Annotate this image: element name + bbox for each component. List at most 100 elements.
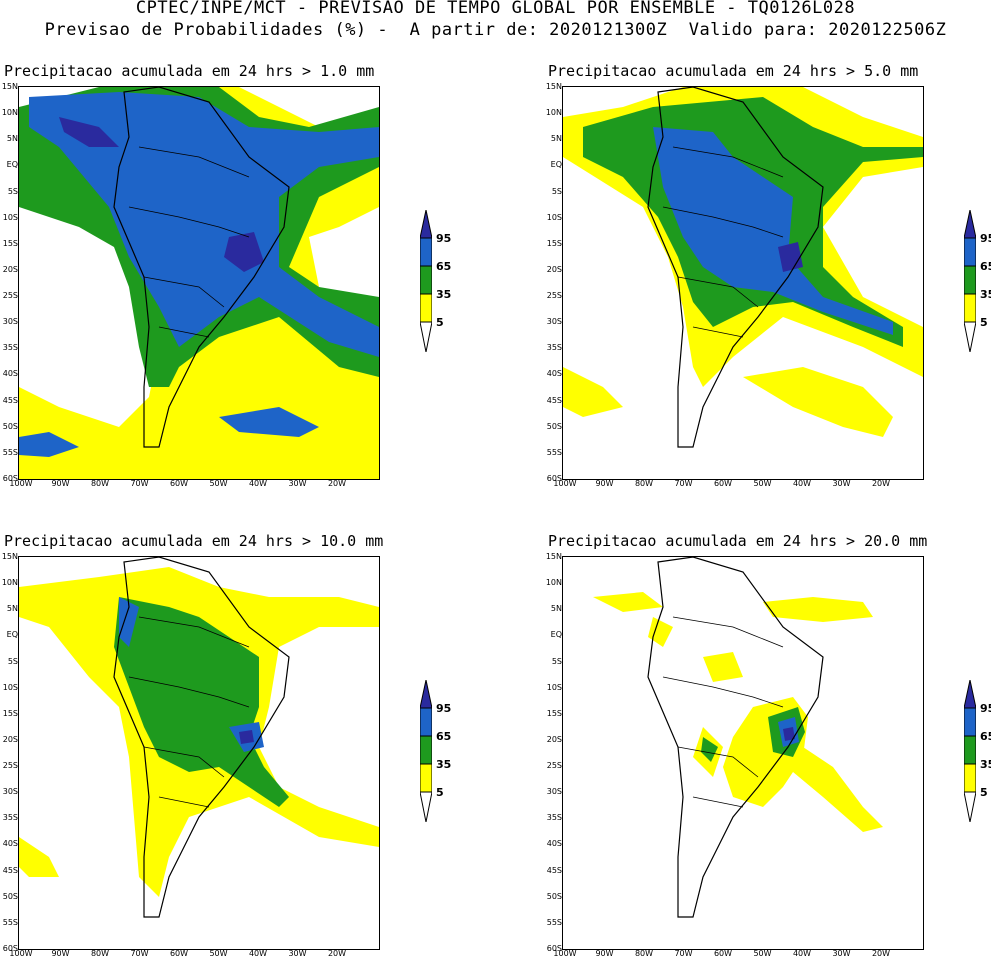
- lon-tick-label: 60W: [713, 479, 733, 488]
- colorbar-label-35: 35: [980, 288, 991, 301]
- colorbar-label-95: 95: [436, 232, 452, 245]
- colorbar-shape: [964, 210, 976, 352]
- lat-tick-label: 50S: [2, 421, 18, 431]
- panel-title-2: Precipitacao acumulada em 24 hrs > 5.0 m…: [548, 62, 919, 80]
- colorbar-label-35: 35: [980, 758, 991, 771]
- lat-tick-label: 40S: [546, 369, 562, 379]
- lon-tick-label: 20W: [871, 949, 891, 958]
- continent-outline: [647, 557, 824, 918]
- country-borders: [662, 616, 784, 808]
- lon-tick-label: 70W: [674, 479, 693, 488]
- lat-tick-label: 10S: [546, 212, 562, 222]
- lat-tick-label: 10N: [545, 108, 562, 118]
- lat-tick-label: 10N: [1, 108, 18, 118]
- green-region: [114, 597, 289, 807]
- lat-tick-label: 5S: [7, 656, 18, 666]
- lat-tick-label: 55S: [546, 917, 562, 927]
- darkblue-region: [778, 242, 803, 272]
- colorbar-label-95: 95: [980, 232, 991, 245]
- lat-tick-label: 5N: [550, 604, 562, 614]
- lat-tick-label: 60S: [2, 944, 18, 953]
- probability-map-3: [19, 557, 379, 918]
- lon-tick-label: 70W: [674, 949, 693, 958]
- lon-tick-label: 40W: [792, 949, 812, 958]
- lat-tick-label: 55S: [546, 447, 562, 457]
- lat-tick-label: 60S: [546, 944, 562, 953]
- colorbar-label-5: 5: [436, 316, 444, 329]
- colorbar-1: 95 65 35 5: [420, 210, 451, 352]
- lat-tick-label: 20S: [546, 264, 562, 274]
- lon-tick-label: 70W: [130, 479, 149, 488]
- lon-tick-label: 40W: [248, 479, 268, 488]
- colorbar-label-95: 95: [980, 702, 991, 715]
- lat-tick-label: 50S: [546, 891, 562, 901]
- lat-tick-label: 10S: [2, 682, 18, 692]
- lat-tick-label: 5S: [7, 186, 18, 196]
- colorbar-4: 95 65 35 5: [964, 680, 991, 822]
- lon-tick-label: 20W: [327, 949, 347, 958]
- lat-tick-label: 15S: [546, 708, 562, 718]
- lat-tick-label: 45S: [2, 865, 18, 875]
- lon-tick-label: 90W: [51, 949, 70, 958]
- lat-tick-label: 60S: [2, 474, 18, 483]
- lat-tick-label: 15N: [545, 82, 562, 91]
- lat-tick-label: 50S: [2, 891, 18, 901]
- lon-tick-label: 30W: [288, 479, 307, 488]
- lon-tick-label: 70W: [130, 949, 149, 958]
- lat-tick-label: 55S: [2, 917, 18, 927]
- colorbar-shape: [964, 680, 976, 822]
- colorbar-label-5: 5: [980, 786, 988, 799]
- lat-tick-label: 40S: [546, 839, 562, 849]
- header-line1: CPTEC/INPE/MCT - PREVISAO DE TEMPO GLOBA…: [135, 0, 856, 18]
- colorbar-label-35: 35: [436, 288, 452, 301]
- lat-tick-label: 40S: [2, 369, 18, 379]
- lon-tick-label: 40W: [248, 949, 268, 958]
- lat-tick-label: 30S: [546, 787, 562, 797]
- lon-tick-label: 80W: [634, 949, 654, 958]
- darkblue-region: [783, 727, 795, 741]
- continent-outline: [113, 557, 290, 918]
- lat-tick-label: 40S: [2, 839, 18, 849]
- country-borders: [662, 146, 784, 338]
- lat-tick-label: 15N: [1, 82, 18, 91]
- header-line2: Previsao de Probabilidades (%) - A parti…: [44, 20, 947, 40]
- lat-tick-label: 45S: [546, 865, 562, 875]
- continent-outline: [647, 87, 824, 448]
- lat-tick-label: 5N: [6, 134, 18, 144]
- colorbar-label-95: 95: [436, 702, 452, 715]
- lat-tick-label: 5N: [6, 604, 18, 614]
- lat-tick-label: 5S: [551, 656, 562, 666]
- lat-tick-label: 15S: [2, 238, 18, 248]
- darkblue-region: [59, 117, 264, 272]
- lat-tick-label: 20S: [2, 734, 18, 744]
- lat-tick-label: EQ: [6, 160, 18, 170]
- lat-tick-label: 10S: [546, 682, 562, 692]
- lon-tick-label: 40W: [792, 479, 812, 488]
- lat-tick-label: 60S: [546, 474, 562, 483]
- map-panel-1: [18, 86, 380, 480]
- yellow-region-mid: [693, 697, 883, 832]
- country-borders: [128, 616, 250, 808]
- blue-region: [653, 127, 893, 335]
- yellow-region: [593, 592, 873, 682]
- lat-tick-label: 55S: [2, 447, 18, 457]
- lon-tick-label: 90W: [51, 479, 70, 488]
- lon-tick-label: 60W: [169, 949, 189, 958]
- panel-title-1: Precipitacao acumulada em 24 hrs > 1.0 m…: [4, 62, 375, 80]
- colorbar-2: 95 65 35 5: [964, 210, 991, 352]
- colorbar-label-65: 65: [980, 730, 991, 743]
- colorbar-shape: [420, 210, 432, 352]
- blue-region: [29, 92, 379, 357]
- lat-tick-label: 25S: [546, 761, 562, 771]
- lat-tick-label: 35S: [546, 813, 562, 823]
- lon-tick-label: 30W: [288, 949, 307, 958]
- colorbar-label-5: 5: [980, 316, 988, 329]
- lat-tick-label: 25S: [2, 291, 18, 301]
- lat-tick-label: 50S: [546, 421, 562, 431]
- lon-tick-label: 20W: [871, 479, 891, 488]
- lon-tick-label: 50W: [209, 479, 228, 488]
- lat-tick-label: 30S: [2, 787, 18, 797]
- lat-tick-label: 45S: [2, 395, 18, 405]
- lon-tick-label: 100W: [9, 479, 33, 488]
- lat-tick-label: 20S: [546, 734, 562, 744]
